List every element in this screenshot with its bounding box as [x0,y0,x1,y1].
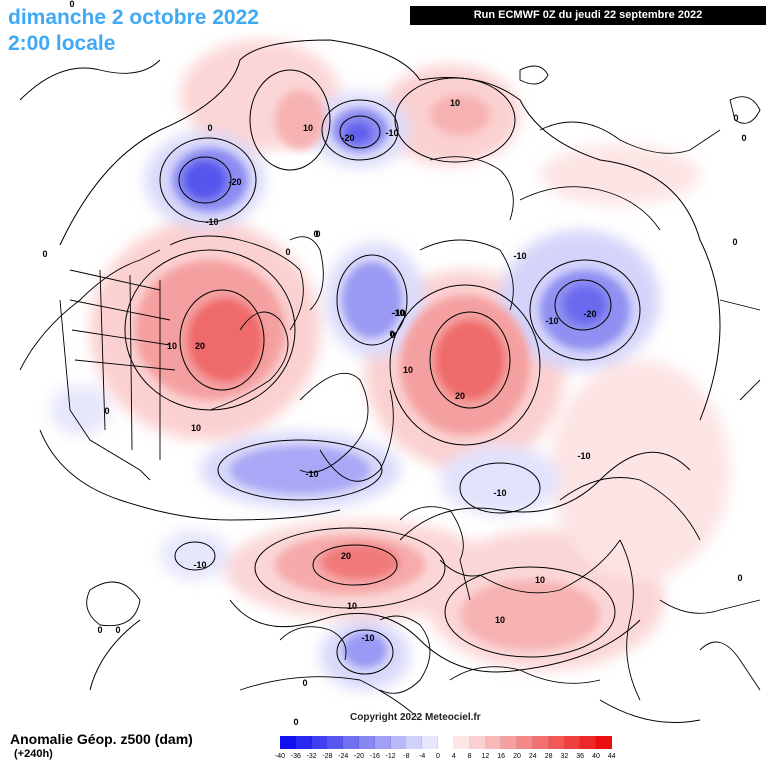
contour-label: 0 [207,123,212,133]
contour-label: -10 [493,488,506,498]
contour-label: 0 [390,330,395,340]
legend-tick: 8 [467,753,472,760]
legend-swatch [280,736,296,749]
legend-tick: -36 [290,753,301,760]
contour-label: 20 [341,551,351,561]
contour-label: -10 [193,560,206,570]
forecast-date: dimanche 2 octobre 2022 [8,6,259,29]
contour-label: 0 [42,249,47,259]
legend-swatch [406,736,423,749]
copyright: Copyright 2022 Meteociel.fr [350,712,481,723]
model-run-info: Run ECMWF 0Z du jeudi 22 septembre 2022 [410,6,766,25]
legend-tick: -20 [353,753,365,760]
legend-swatch [548,736,565,749]
contour-label: 0 [115,625,120,635]
contour-label: 0 [732,237,737,247]
contour-label: -10 [391,308,404,318]
contour-label: 10 [347,601,357,611]
contour-label: 0 [315,229,320,239]
contour-label: 10 [495,615,505,625]
contour-label: 0 [293,717,298,727]
legend-tick: -16 [369,753,380,760]
contour-label: 0 [285,247,290,257]
legend-tick: 4 [451,753,456,760]
legend-tick: -28 [322,753,333,760]
contour-label: 0 [97,625,102,635]
contour-lines [39,39,721,723]
legend-swatch [580,736,597,749]
legend-swatch [469,736,486,749]
contour-label: 10 [191,423,201,433]
legend-swatch [453,736,470,749]
legend-swatch [327,736,344,749]
legend-swatch [422,736,439,749]
legend-swatch [517,736,533,749]
legend-swatch [295,736,312,749]
contour-label: -20 [583,309,596,319]
contour-label: 0 [302,678,307,688]
contour-label: -10 [385,128,398,138]
contour-label: 0 [389,329,394,339]
contour-label: -10 [305,469,318,479]
legend-tick: -32 [306,753,317,760]
contour-label: 0 [104,406,109,416]
legend-swatch [343,736,360,749]
contour-label: -10 [392,308,405,318]
contour-label: 10 [167,341,177,351]
contour-label: 20 [195,341,205,351]
contour-label: 0 [313,229,318,239]
legend-swatch [390,736,407,749]
contour-label: -10 [205,217,218,227]
legend-swatch [596,736,612,749]
contour-label: 0 [737,573,742,583]
contour-label: 20 [455,391,465,401]
contour-label: 10 [403,365,413,375]
legend-tick: -40 [274,753,286,760]
legend-swatch [532,736,549,749]
contour-label: 10 [450,98,460,108]
contour-label: -10 [361,633,374,643]
contour-label: -20 [341,133,354,143]
legend-swatch [438,736,454,749]
contour-label: 0 [69,0,74,9]
legend-tick: 40 [592,753,600,760]
contour-label: 10 [535,575,545,585]
legend-tick: -12 [385,753,396,760]
legend-tick: 16 [497,753,506,760]
parameter-label: Anomalie Géop. z500 (dam) [10,731,193,747]
legend-tick: 36 [576,753,585,760]
legend-swatch [485,736,502,749]
legend-swatch [311,736,328,749]
legend-tick: 32 [560,753,569,760]
contour-label: -20 [228,177,241,187]
contour-label: 0 [733,113,738,123]
contour-label: -10 [577,451,590,461]
lead-time-label: (+240h) [14,748,53,760]
contour-label: -10 [545,316,558,326]
legend-tick: -8 [403,753,410,760]
forecast-time: 2:00 locale [8,32,116,55]
legend-tick: -24 [338,753,349,760]
contour-label: -10 [513,251,526,261]
legend-swatch [374,736,391,749]
legend-swatch [501,736,518,749]
legend-tick: 28 [544,753,553,760]
anomaly-cores [135,90,630,668]
legend-tick: 44 [607,753,616,760]
contour-label: 10 [303,123,313,133]
legend-tick: -4 [419,753,426,760]
legend-tick: 0 [436,753,440,760]
legend-swatch [359,736,375,749]
legend-tick: 24 [528,753,537,760]
legend-tick: 20 [513,753,521,760]
legend-swatch [564,736,581,749]
coastlines [19,59,761,721]
contour-label: 0 [741,133,746,143]
legend-tick: 12 [481,753,490,760]
